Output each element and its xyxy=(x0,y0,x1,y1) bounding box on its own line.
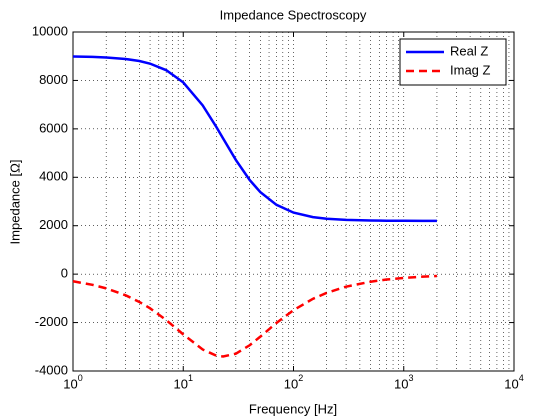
x-tick-label: 103 xyxy=(394,373,413,391)
chart-title: Impedance Spectroscopy xyxy=(220,7,367,22)
x-tick-label: 102 xyxy=(284,373,303,391)
plot-frame xyxy=(72,31,515,372)
series-line xyxy=(72,55,437,223)
legend: Real Z Imag Z xyxy=(399,38,507,86)
y-tick-label: 10000 xyxy=(32,23,68,38)
y-tick-label: -2000 xyxy=(35,314,68,329)
y-axis-label: Impedance [Ω] xyxy=(7,160,22,245)
y-tick-label: -4000 xyxy=(35,362,68,377)
y-tick-label: 6000 xyxy=(39,120,68,135)
legend-label: Real Z xyxy=(450,43,488,58)
y-tick-label: 4000 xyxy=(39,169,68,184)
y-tick-label: 8000 xyxy=(39,72,68,87)
legend-box xyxy=(399,38,507,86)
x-tick-label: 101 xyxy=(174,373,193,391)
series-line xyxy=(72,274,437,358)
x-axis-label: Frequency [Hz] xyxy=(249,401,337,416)
legend-label: Imag Z xyxy=(450,62,491,77)
y-tick-label: 2000 xyxy=(39,217,68,232)
y-tick-label: 0 xyxy=(61,266,68,281)
x-tick-label: 104 xyxy=(504,373,523,391)
